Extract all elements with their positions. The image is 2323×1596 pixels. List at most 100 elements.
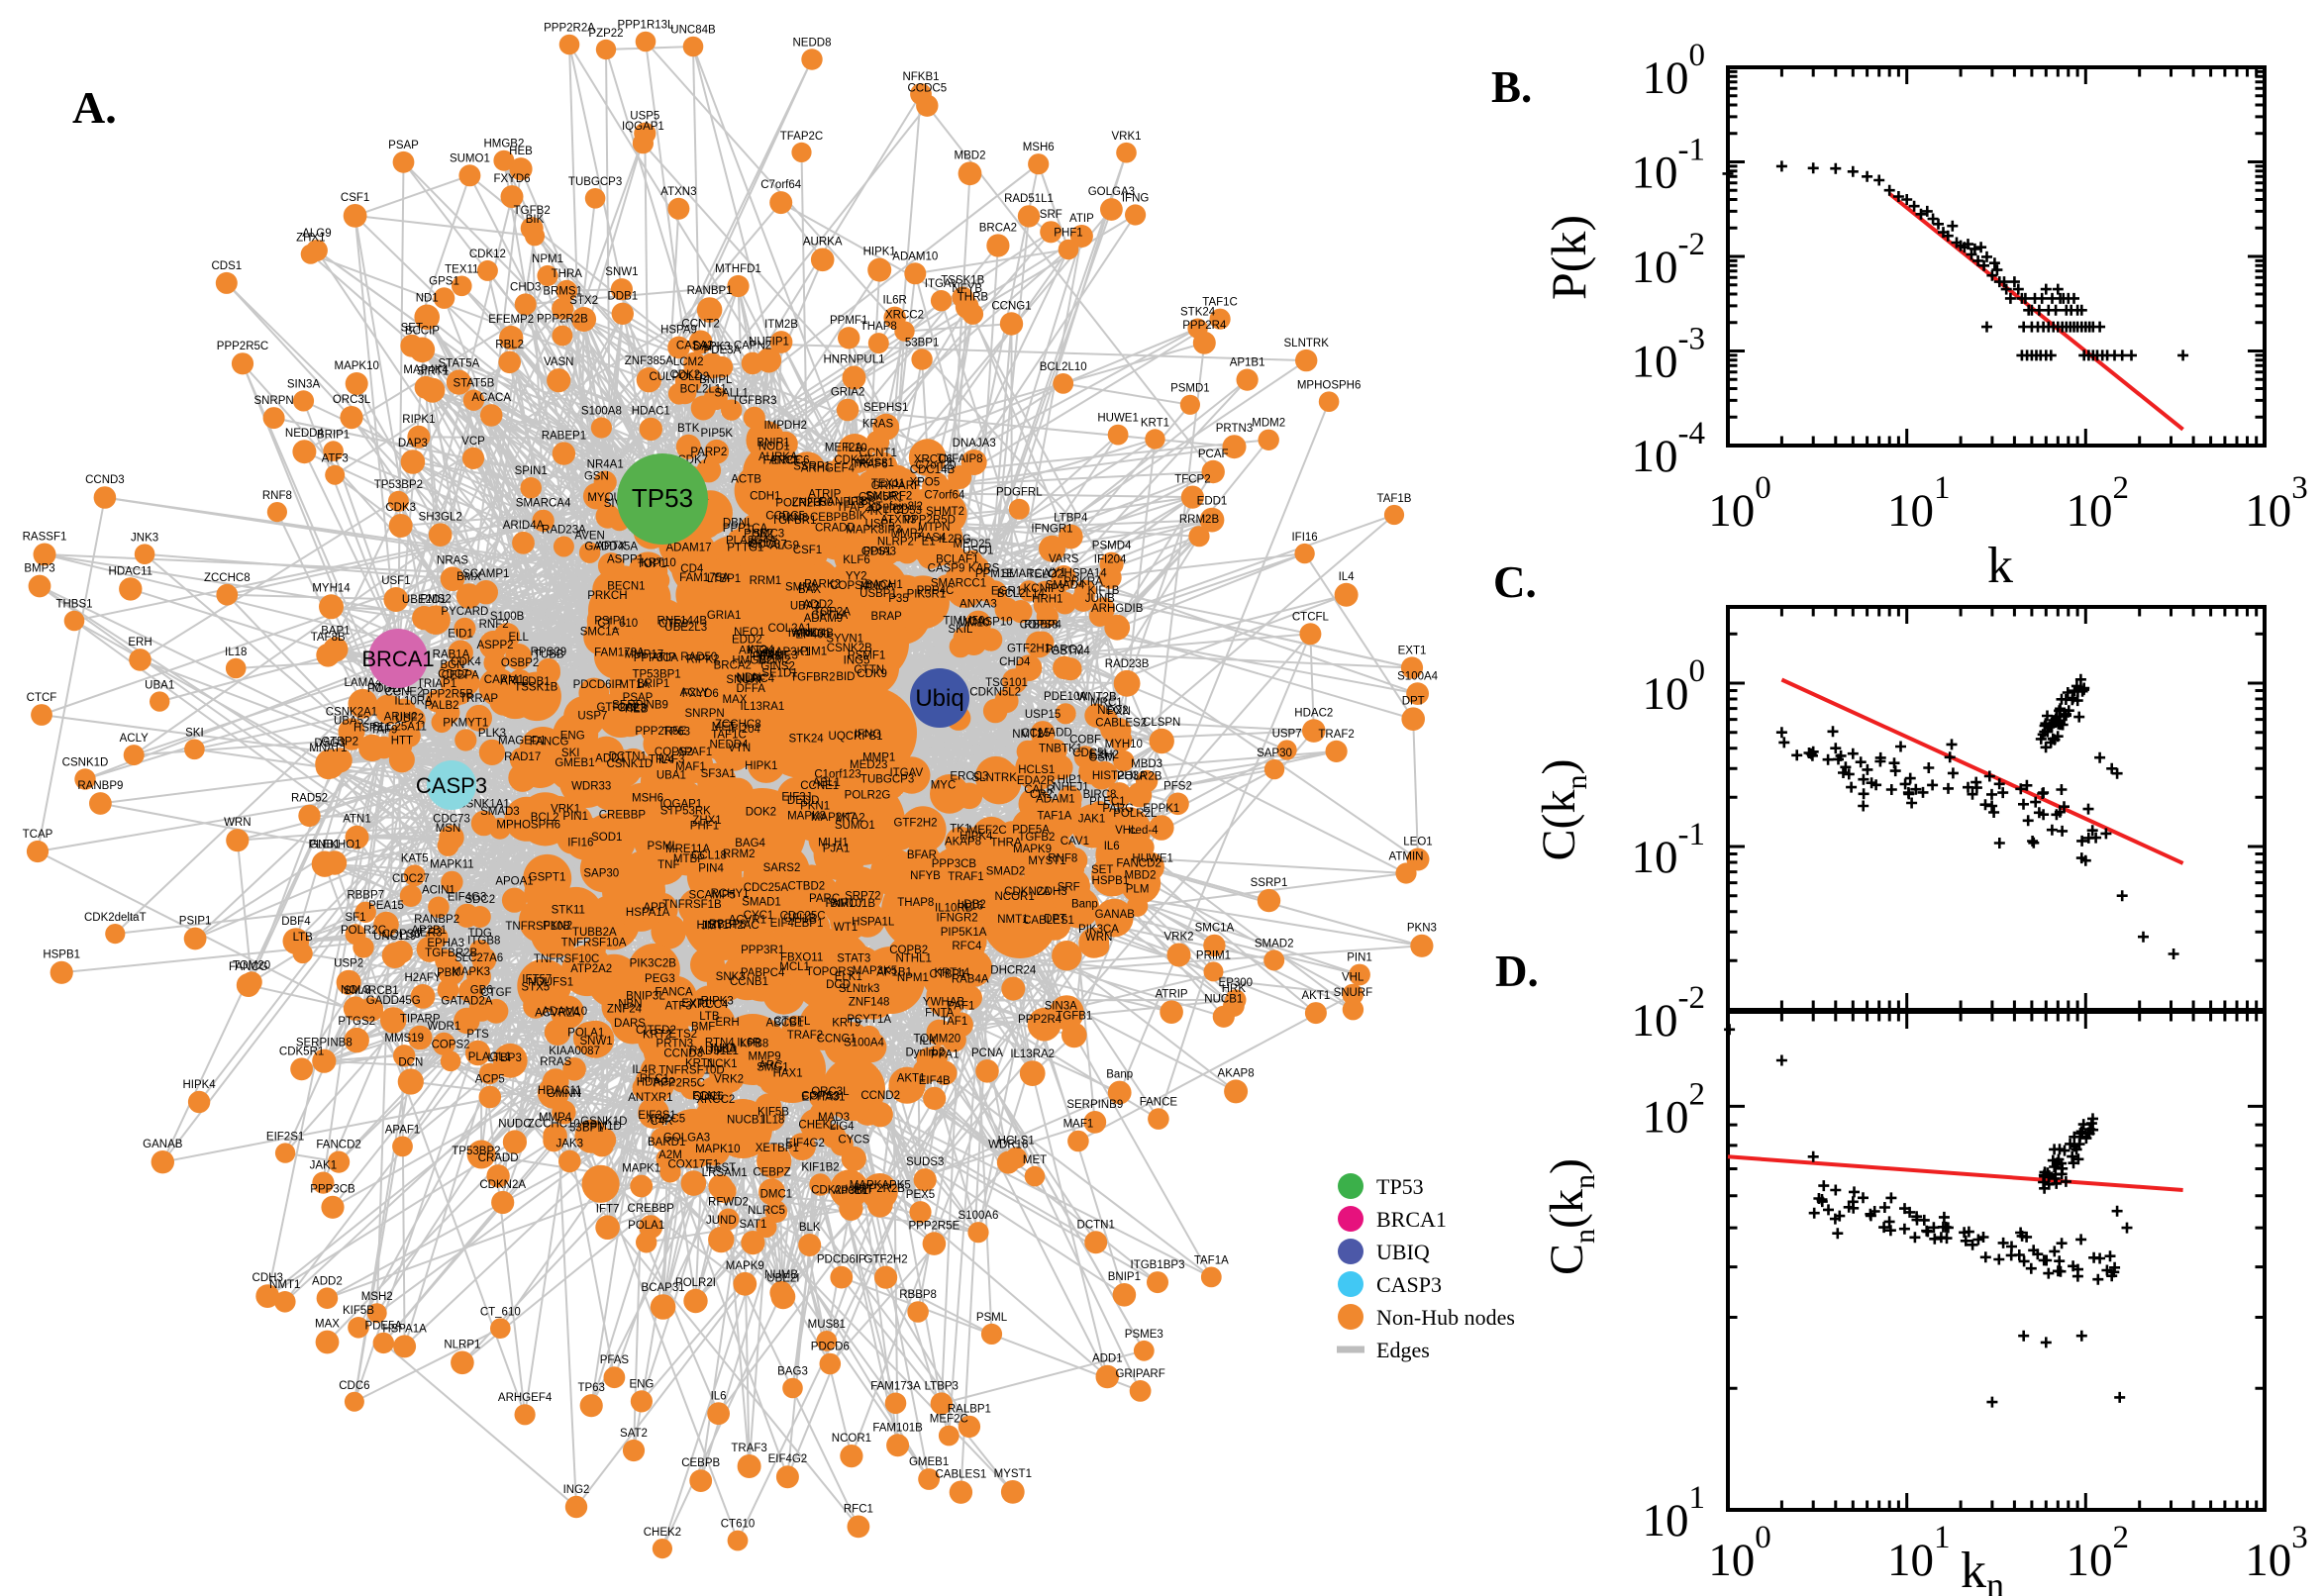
- svg-text:SLNTRK: SLNTRK: [972, 772, 1018, 784]
- svg-text:THRA: THRA: [552, 268, 583, 280]
- svg-text:VHL: VHL: [1342, 972, 1364, 984]
- svg-text:PPP2R5C: PPP2R5C: [653, 1078, 704, 1090]
- svg-text:TAF9: TAF9: [370, 725, 397, 737]
- svg-text:SAT2: SAT2: [620, 1428, 648, 1440]
- svg-text:MAPK9: MAPK9: [726, 1260, 764, 1272]
- svg-text:SIN3A: SIN3A: [287, 378, 321, 390]
- svg-text:ILK: ILK: [919, 1036, 937, 1047]
- svg-text:SIN3A: SIN3A: [1045, 1000, 1078, 1012]
- svg-text:PPP3R1: PPP3R1: [741, 945, 784, 956]
- svg-text:GADD45G: GADD45G: [366, 995, 421, 1007]
- svg-text:DMC1: DMC1: [760, 1188, 793, 1200]
- svg-text:PSML: PSML: [648, 841, 679, 852]
- svg-text:SNURF: SNURF: [1334, 987, 1373, 999]
- svg-text:DBF4: DBF4: [281, 916, 311, 928]
- svg-text:MSH2: MSH2: [361, 1291, 393, 1303]
- svg-text:B.: B.: [1491, 62, 1532, 112]
- svg-text:PDCD6IP: PDCD6IP: [573, 679, 623, 691]
- svg-text:PTGS2: PTGS2: [338, 1016, 375, 1028]
- svg-text:PPP3CB: PPP3CB: [932, 858, 977, 870]
- svg-text:CDC6: CDC6: [339, 1380, 369, 1392]
- svg-text:HCLS1: HCLS1: [1018, 764, 1055, 776]
- svg-text:PMS2: PMS2: [420, 593, 451, 605]
- svg-text:BIK: BIK: [526, 214, 545, 226]
- svg-text:MYC: MYC: [931, 780, 957, 792]
- svg-text:STK24: STK24: [789, 734, 825, 746]
- svg-text:DOK2: DOK2: [746, 807, 776, 819]
- svg-text:EIF2S1: EIF2S1: [638, 1110, 675, 1122]
- svg-text:ATMIN: ATMIN: [1389, 850, 1424, 862]
- svg-text:TRAF3: TRAF3: [731, 1443, 766, 1454]
- svg-text:MYST1: MYST1: [1028, 855, 1065, 867]
- svg-text:SKI: SKI: [185, 728, 204, 740]
- svg-text:102: 102: [1643, 1076, 1706, 1143]
- svg-text:ARHGDIB: ARHGDIB: [1091, 603, 1144, 615]
- svg-text:VRK2: VRK2: [714, 1074, 744, 1086]
- svg-text:TNF: TNF: [657, 859, 679, 871]
- svg-text:HSPA1L: HSPA1L: [852, 917, 895, 929]
- svg-text:PIP5K1A: PIP5K1A: [941, 927, 987, 939]
- svg-text:RRAS: RRAS: [540, 1056, 571, 1068]
- svg-text:RBBP8: RBBP8: [709, 919, 747, 931]
- svg-text:TP63: TP63: [663, 727, 691, 739]
- svg-text:D.: D.: [1495, 947, 1539, 996]
- svg-text:SAP30: SAP30: [583, 867, 619, 879]
- svg-text:SPIN1: SPIN1: [515, 465, 548, 477]
- svg-text:CCDC5: CCDC5: [907, 83, 947, 95]
- svg-text:TSG101: TSG101: [985, 677, 1028, 689]
- svg-text:PPP2R5E: PPP2R5E: [909, 1220, 960, 1232]
- svg-text:THRA: THRA: [990, 837, 1022, 848]
- svg-text:WRN: WRN: [1085, 932, 1112, 944]
- svg-text:DCTN1: DCTN1: [1077, 1219, 1115, 1231]
- svg-text:ERH: ERH: [128, 637, 152, 648]
- svg-text:CLSPN: CLSPN: [1143, 717, 1180, 729]
- svg-text:102: 102: [2067, 1520, 2130, 1586]
- svg-text:JAK1: JAK1: [310, 1159, 338, 1171]
- svg-text:EDD2: EDD2: [732, 635, 762, 647]
- svg-text:VRK2: VRK2: [1163, 932, 1193, 944]
- svg-text:HSPA1A: HSPA1A: [626, 907, 670, 919]
- svg-text:FAM173A: FAM173A: [594, 648, 645, 659]
- svg-text:NRAS: NRAS: [437, 554, 468, 566]
- svg-text:SMG1: SMG1: [757, 1061, 789, 1073]
- svg-text:SMARCA4: SMARCA4: [516, 498, 571, 510]
- svg-text:PKN3: PKN3: [1407, 923, 1437, 935]
- svg-text:ALG9: ALG9: [302, 228, 331, 240]
- svg-text:SMARCC1: SMARCC1: [931, 578, 986, 590]
- svg-text:ITGAV: ITGAV: [889, 767, 923, 779]
- svg-text:ADAM10: ADAM10: [892, 250, 938, 262]
- svg-text:SNW1: SNW1: [605, 266, 638, 278]
- svg-text:DDB1: DDB1: [607, 291, 638, 303]
- svg-text:ALG9: ALG9: [770, 541, 799, 552]
- svg-text:SEPHS1: SEPHS1: [863, 402, 908, 414]
- svg-text:PEX5: PEX5: [906, 1189, 935, 1201]
- svg-text:CULPOLD2: CULPOLD2: [649, 371, 709, 383]
- svg-text:CASP3: CASP3: [416, 773, 487, 798]
- svg-text:TNFRSF1B: TNFRSF1B: [662, 899, 722, 911]
- svg-text:SRF: SRF: [1040, 209, 1062, 221]
- svg-text:BRCA2: BRCA2: [979, 222, 1017, 234]
- svg-text:BRCA1: BRCA1: [361, 647, 434, 671]
- svg-text:IFI16: IFI16: [567, 837, 593, 848]
- svg-text:FXYD6: FXYD6: [493, 173, 530, 185]
- svg-text:TRAF2: TRAF2: [787, 1030, 823, 1042]
- svg-text:BRCA1: BRCA1: [1376, 1207, 1447, 1232]
- svg-text:DNAJA3: DNAJA3: [953, 438, 996, 449]
- svg-text:PFS2: PFS2: [1163, 781, 1192, 793]
- svg-text:DARS: DARS: [614, 1018, 646, 1030]
- svg-text:PDCD6: PDCD6: [811, 1342, 850, 1353]
- svg-text:HMGB2: HMGB2: [483, 139, 524, 150]
- svg-text:GNB1: GNB1: [309, 840, 340, 851]
- svg-text:CAV1: CAV1: [1060, 836, 1089, 848]
- svg-text:FAM101B: FAM101B: [872, 1422, 923, 1434]
- svg-text:PARG: PARG: [1102, 803, 1134, 815]
- svg-text:TAF1B: TAF1B: [1377, 493, 1412, 505]
- svg-text:GRIA2: GRIA2: [831, 387, 865, 399]
- svg-text:VASN: VASN: [544, 356, 573, 368]
- svg-text:PRTN3: PRTN3: [1216, 423, 1254, 435]
- svg-text:10-3: 10-3: [1632, 322, 1706, 388]
- svg-text:MBD2: MBD2: [1125, 869, 1157, 881]
- svg-text:CCNT2: CCNT2: [681, 319, 719, 331]
- svg-text:RRM2: RRM2: [723, 848, 756, 860]
- svg-text:MPHOSPH6: MPHOSPH6: [1297, 379, 1362, 391]
